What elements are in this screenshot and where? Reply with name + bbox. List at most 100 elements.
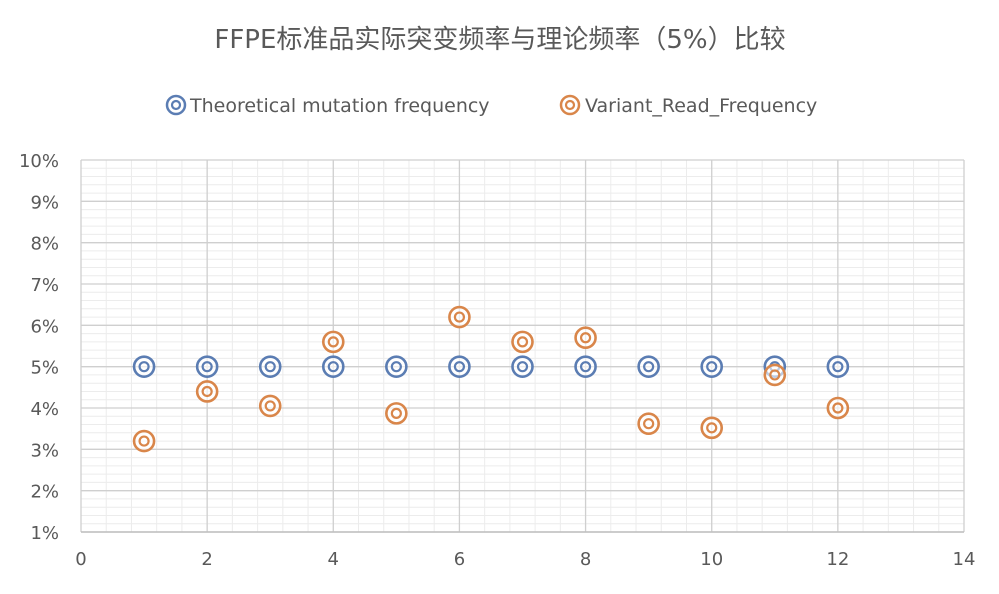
marker-outer xyxy=(132,355,156,378)
data-point-series-1 xyxy=(321,330,345,354)
marker-outer xyxy=(321,355,345,378)
x-tick-label: 10 xyxy=(700,549,723,570)
data-point-series-1 xyxy=(574,326,597,350)
marker-outer xyxy=(826,355,850,378)
marker-inner xyxy=(201,385,213,398)
y-tick-label: 2% xyxy=(30,482,59,503)
marker-inner xyxy=(706,422,718,434)
marker-inner xyxy=(706,361,718,373)
data-point-series-0 xyxy=(258,355,282,378)
data-point-series-0 xyxy=(637,355,660,378)
data-point-series-1 xyxy=(385,402,408,425)
marker-inner xyxy=(643,361,655,373)
marker-inner xyxy=(138,435,150,447)
data-point-series-1 xyxy=(258,394,282,418)
legend-marker-variant xyxy=(559,94,581,116)
tick-labels: 0 2 4 6 8 10 12 14 1% 2% 3% 4% 5% 6% 7% 8% 9% 10% xyxy=(19,151,975,570)
marker-outer xyxy=(258,355,282,378)
data-point-series-0 xyxy=(574,355,597,378)
data-point-series-1 xyxy=(511,330,534,354)
marker-outer xyxy=(448,355,471,378)
data-point-series-0 xyxy=(826,355,850,378)
marker-inner xyxy=(579,332,592,344)
x-tick-label: 4 xyxy=(328,549,339,570)
data-point-series-0 xyxy=(195,355,219,378)
marker-inner xyxy=(390,407,402,419)
legend-marker-variant-inner xyxy=(564,99,576,111)
marker-outer xyxy=(195,355,219,378)
marker-inner xyxy=(769,369,781,381)
marker-outer xyxy=(385,355,408,378)
y-tick-label: 3% xyxy=(30,440,59,461)
y-tick-label: 5% xyxy=(30,358,59,379)
data-point-series-1 xyxy=(763,363,787,387)
data-point-series-0 xyxy=(385,355,408,378)
legend-marker-theoretical-inner xyxy=(170,99,182,111)
x-tick-label: 12 xyxy=(826,549,849,570)
marker-inner xyxy=(264,361,276,373)
marker-inner xyxy=(138,361,150,373)
marker-outer xyxy=(132,429,156,453)
y-tick-label: 4% xyxy=(30,399,59,420)
marker-outer xyxy=(763,363,787,387)
data-point-series-1 xyxy=(826,396,850,420)
data-point-series-0 xyxy=(321,355,345,378)
x-tick-label: 14 xyxy=(953,549,976,570)
y-tick-label: 8% xyxy=(30,234,59,255)
legend: Theoretical mutation frequency Variant_R… xyxy=(165,94,817,117)
marker-outer xyxy=(700,355,724,378)
legend-marker-theoretical xyxy=(165,94,187,116)
marker-inner xyxy=(453,311,466,323)
marker-outer xyxy=(258,394,282,418)
data-point-series-1 xyxy=(448,305,471,329)
marker-outer xyxy=(637,412,660,436)
data-point-series-1 xyxy=(132,429,156,453)
marker-inner xyxy=(516,336,529,348)
marker-outer xyxy=(385,402,408,425)
x-tick-label: 6 xyxy=(454,549,465,570)
x-tick-label: 2 xyxy=(201,549,212,570)
marker-inner xyxy=(201,361,213,373)
marker-outer xyxy=(195,380,219,403)
data-point-series-0 xyxy=(132,355,156,378)
grid xyxy=(80,159,965,533)
data-point-series-0 xyxy=(448,355,471,378)
marker-outer xyxy=(700,416,724,440)
data-point-series-0 xyxy=(700,355,724,378)
marker-outer xyxy=(321,330,345,354)
chart-title: FFPE标准品实际突变频率与理论频率（5%）比较 xyxy=(214,25,785,55)
marker-inner xyxy=(390,361,402,373)
marker-outer xyxy=(574,355,597,378)
marker-inner xyxy=(832,402,844,414)
marker-inner xyxy=(643,418,655,430)
legend-item-theoretical: Theoretical mutation frequency xyxy=(165,94,490,117)
marker-outer xyxy=(574,326,597,350)
marker-outer xyxy=(448,305,471,329)
marker-outer xyxy=(511,355,534,378)
marker-inner xyxy=(327,361,339,373)
data-point-series-1 xyxy=(195,380,219,403)
data-points xyxy=(132,305,850,453)
data-point-series-1 xyxy=(637,412,660,436)
marker-inner xyxy=(264,400,276,412)
y-tick-label: 9% xyxy=(30,192,59,213)
y-tick-label: 1% xyxy=(30,523,59,544)
marker-outer xyxy=(637,355,660,378)
y-tick-label: 7% xyxy=(30,275,59,296)
y-tick-label: 6% xyxy=(30,316,59,337)
marker-inner xyxy=(453,361,466,373)
y-tick-label: 10% xyxy=(19,151,59,172)
legend-item-variant: Variant_Read_Frequency xyxy=(559,94,817,117)
marker-inner xyxy=(516,361,529,373)
legend-label-theoretical: Theoretical mutation frequency xyxy=(189,95,490,117)
marker-inner xyxy=(327,336,339,348)
x-tick-label: 8 xyxy=(580,549,591,570)
marker-inner xyxy=(832,361,844,373)
data-point-series-1 xyxy=(700,416,724,440)
x-tick-label: 0 xyxy=(75,549,86,570)
marker-inner xyxy=(579,361,592,373)
marker-outer xyxy=(511,330,534,354)
marker-outer xyxy=(826,396,850,420)
legend-label-variant: Variant_Read_Frequency xyxy=(585,95,817,117)
